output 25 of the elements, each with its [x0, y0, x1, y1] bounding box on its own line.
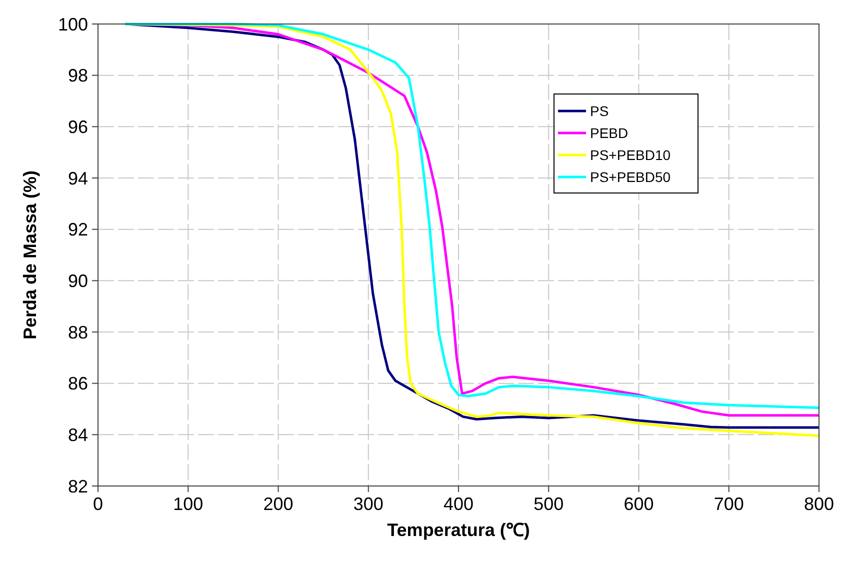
x-tick-label: 500: [534, 494, 564, 514]
x-tick-label: 400: [443, 494, 474, 514]
y-tick-label: 94: [68, 168, 88, 188]
legend-label: PS: [590, 102, 609, 119]
x-tick-label: 600: [624, 494, 654, 514]
y-tick-label: 84: [68, 424, 88, 445]
y-tick-label: 92: [68, 220, 88, 240]
y-tick-label: 88: [68, 322, 88, 342]
y-tick-label: 100: [58, 14, 88, 34]
y-tick-label: 98: [68, 66, 88, 86]
y-tick-label: 96: [68, 116, 88, 137]
x-tick-label: 200: [263, 494, 294, 514]
x-tick-label: 0: [92, 494, 104, 514]
y-tick-label: 82: [68, 476, 88, 496]
legend-label: PEBD: [590, 124, 628, 141]
x-tick-label: 800: [804, 494, 834, 514]
x-tick-label: 700: [714, 494, 744, 514]
y-axis-title: Perda de Massa (%): [20, 170, 40, 340]
y-tick-label: 90: [68, 270, 88, 291]
x-axis-title: Temperatura (℃): [387, 520, 530, 540]
x-tick-label: 300: [353, 494, 384, 514]
x-tick-label: 100: [173, 494, 204, 514]
y-tick-label: 86: [68, 374, 88, 394]
legend-label: PS+PEBD50: [590, 168, 671, 185]
legend-label: PS+PEBD10: [590, 146, 671, 163]
